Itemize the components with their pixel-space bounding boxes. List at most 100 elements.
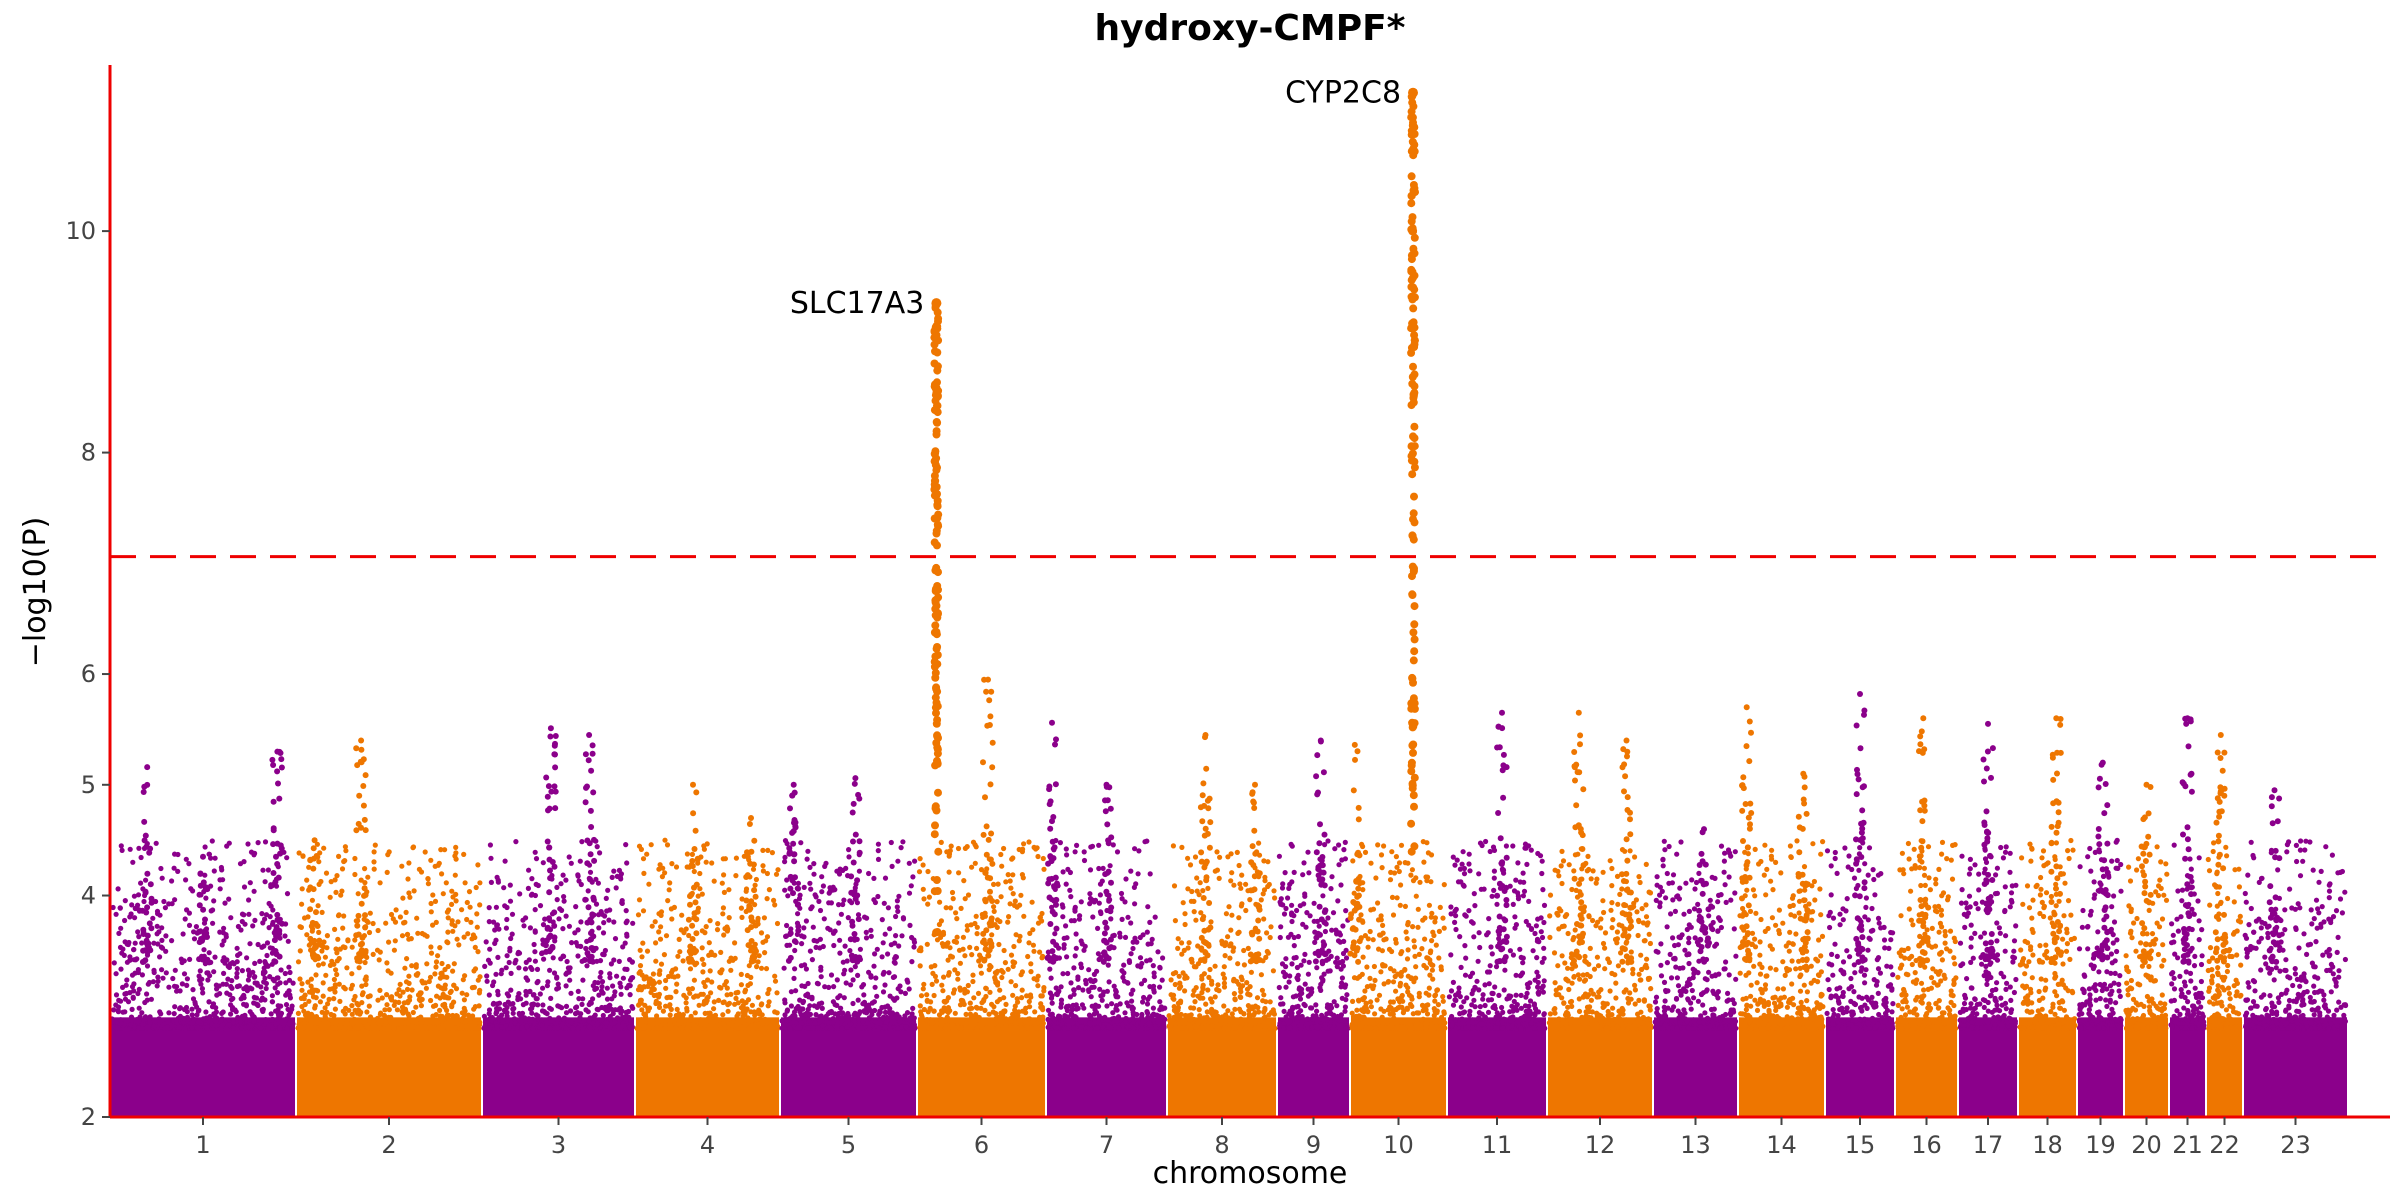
data-point: [840, 867, 846, 874]
data-point: [563, 1003, 570, 1010]
data-point: [586, 732, 593, 738]
data-point: [803, 966, 810, 972]
data-point: [636, 897, 643, 903]
data-point: [673, 989, 679, 995]
data-point: [136, 934, 142, 940]
data-point: [561, 1015, 568, 1021]
data-point: [627, 992, 633, 998]
data-point: [448, 988, 454, 994]
data-point: [675, 953, 681, 959]
data-point: [163, 970, 169, 976]
data-point: [287, 969, 293, 976]
data-point: [388, 911, 395, 918]
data-point: [866, 870, 872, 877]
data-point: [828, 972, 835, 978]
data-point: [155, 941, 161, 947]
data-point: [924, 992, 930, 998]
data-point: [893, 913, 899, 920]
data-point: [1071, 965, 1077, 971]
data-point: [1019, 849, 1025, 855]
data-point: [819, 889, 825, 895]
data-point: [698, 1021, 704, 1027]
data-point: [978, 970, 985, 976]
data-point: [1134, 1011, 1140, 1018]
data-point: [898, 989, 904, 995]
data-point: [934, 937, 941, 943]
data-point: [809, 994, 815, 1001]
data-point: [552, 740, 558, 747]
data-point: [270, 870, 277, 876]
data-point: [251, 1000, 257, 1006]
data-point: [267, 974, 273, 980]
data-point: [575, 927, 581, 933]
data-point: [637, 947, 643, 953]
data-point: [1135, 871, 1141, 877]
data-point: [640, 908, 647, 914]
data-point: [459, 907, 465, 913]
data-point: [552, 733, 559, 739]
data-point: [782, 887, 788, 893]
data-point: [246, 911, 252, 917]
data-point: [118, 966, 124, 972]
data-point: [1146, 1020, 1152, 1026]
data-point: [954, 916, 960, 922]
data-point: [445, 929, 451, 935]
data-point: [628, 1018, 634, 1024]
data-point: [876, 1011, 882, 1018]
data-point: [1081, 857, 1088, 864]
data-point: [895, 1025, 901, 1031]
data-point: [1091, 1011, 1097, 1017]
data-point: [203, 895, 209, 901]
data-point: [430, 922, 436, 928]
data-point: [787, 930, 794, 937]
data-point: [343, 1005, 349, 1011]
data-point: [329, 1025, 335, 1031]
data-point: [875, 848, 881, 854]
data-point: [444, 1007, 450, 1014]
data-point: [325, 1001, 331, 1007]
data-point: [220, 930, 226, 936]
data-point: [610, 983, 616, 989]
data-point: [875, 856, 882, 863]
data-point: [941, 974, 947, 980]
data-point: [535, 1002, 541, 1008]
data-point: [822, 984, 828, 990]
data-point: [495, 954, 501, 961]
data-point: [110, 904, 116, 911]
data-point: [525, 885, 532, 892]
data-point: [355, 918, 361, 924]
data-point: [228, 915, 234, 921]
data-point: [141, 818, 148, 825]
data-point: [1026, 839, 1032, 845]
data-point: [252, 917, 258, 924]
data-point: [259, 990, 265, 996]
data-point: [270, 798, 277, 805]
data-point: [453, 986, 460, 992]
data-point: [151, 969, 157, 976]
data-point: [1162, 1016, 1168, 1022]
data-point: [532, 907, 538, 913]
data-point: [791, 938, 798, 945]
data-point: [584, 963, 590, 969]
data-point: [652, 919, 658, 925]
data-point: [322, 954, 328, 960]
data-point: [410, 845, 416, 851]
data-point: [849, 809, 856, 816]
data-point: [511, 1016, 517, 1022]
data-point: [943, 905, 949, 911]
data-point: [598, 969, 604, 976]
data-point: [1119, 916, 1125, 923]
data-point: [212, 1012, 218, 1018]
data-point: [747, 981, 754, 987]
data-point: [1001, 947, 1007, 954]
data-point: [472, 944, 478, 951]
data-point: [931, 821, 939, 830]
data-point: [782, 859, 788, 865]
data-point: [932, 963, 938, 969]
data-point: [1033, 1025, 1039, 1031]
data-point: [1142, 977, 1148, 984]
data-point: [1087, 867, 1094, 873]
data-point: [459, 990, 465, 996]
data-point: [546, 844, 553, 851]
data-point: [896, 893, 902, 899]
